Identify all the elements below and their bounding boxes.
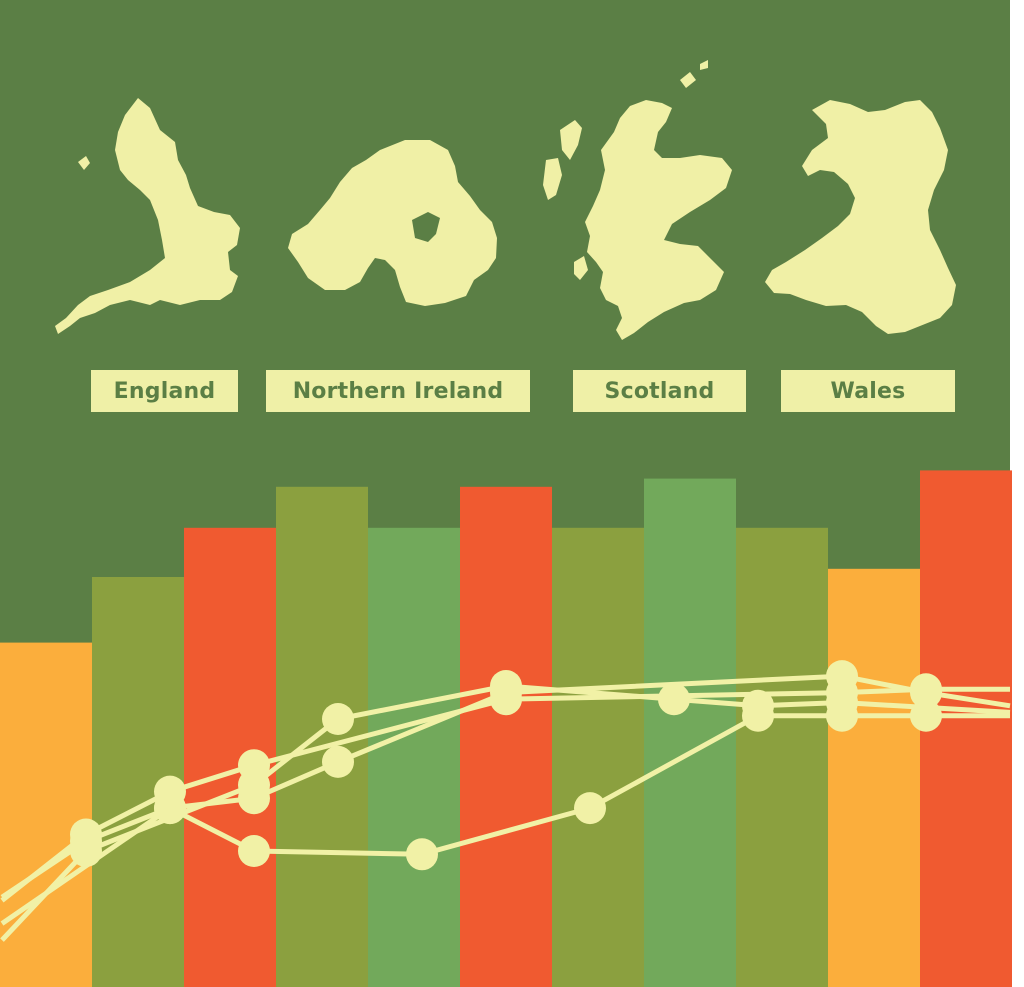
decorative-line-point bbox=[574, 792, 606, 825]
decorative-bar bbox=[0, 642, 92, 987]
decorative-line-point bbox=[658, 683, 690, 716]
england-map-icon bbox=[55, 98, 240, 334]
decorative-line-point bbox=[910, 673, 942, 706]
decorative-line-point bbox=[490, 683, 522, 716]
label-england: England bbox=[91, 370, 238, 412]
label-england-text: England bbox=[113, 378, 216, 404]
label-scotland: Scotland bbox=[573, 370, 746, 412]
label-wales: Wales bbox=[781, 370, 955, 412]
decorative-bar bbox=[368, 527, 460, 987]
decorative-line-point bbox=[406, 838, 438, 871]
decorative-line-point bbox=[238, 835, 270, 867]
label-scotland-text: Scotland bbox=[604, 378, 715, 404]
decorative-bar bbox=[552, 527, 644, 987]
decorative-line-point bbox=[322, 703, 354, 735]
decorative-line-point bbox=[238, 782, 270, 815]
decorative-line-point bbox=[826, 676, 858, 709]
wales-map-icon bbox=[765, 100, 956, 334]
label-northern-ireland-text: Northern Ireland bbox=[292, 378, 504, 404]
decorative-bar bbox=[460, 486, 552, 987]
decorative-bars bbox=[0, 470, 1012, 987]
decorative-line-point bbox=[910, 699, 942, 732]
decorative-line-point bbox=[322, 745, 354, 778]
decorative-bar bbox=[736, 527, 828, 987]
decorative-line-point bbox=[826, 699, 858, 732]
decorative-line-point bbox=[70, 818, 102, 851]
label-wales-text: Wales bbox=[830, 378, 906, 404]
region-maps bbox=[55, 60, 956, 340]
decorative-line-point bbox=[154, 775, 186, 808]
decorative-line-point bbox=[238, 749, 270, 782]
scotland-map-icon bbox=[543, 60, 732, 340]
decorative-bar bbox=[828, 568, 920, 987]
label-northern-ireland: Northern Ireland bbox=[266, 370, 530, 412]
decorative-lines bbox=[0, 660, 1011, 942]
decorative-bar bbox=[644, 478, 736, 987]
decorative-bar bbox=[920, 470, 1012, 987]
decorative-line-point bbox=[742, 699, 774, 732]
northern-ireland-map-icon bbox=[288, 140, 497, 306]
